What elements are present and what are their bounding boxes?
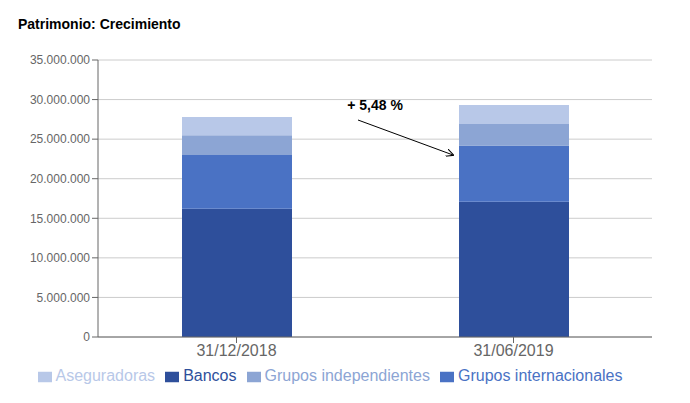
svg-text:31/06/2019: 31/06/2019 [473,342,553,359]
svg-text:5.000.000: 5.000.000 [37,291,91,305]
svg-text:0: 0 [83,330,90,344]
svg-text:+ 5,48 %: + 5,48 % [347,97,403,113]
html-text:Grupos internacionales: Grupos internacionales [458,367,623,384]
svg-text:31/12/2018: 31/12/2018 [196,342,276,359]
html-text:Aseguradoras: Aseguradoras [55,367,156,384]
svg-text:20.000.000: 20.000.000 [30,172,90,186]
svg-text:15.000.000: 15.000.000 [30,212,90,226]
html-text:Bancos: Bancos [183,367,237,384]
html-text:Grupos independientes: Grupos independientes [264,367,430,384]
svg-text:25.000.000: 25.000.000 [30,132,90,146]
html-text:Patrimonio: Crecimiento: Patrimonio: Crecimiento [18,16,181,32]
svg-text:35.000.000: 35.000.000 [30,53,90,67]
svg-text:30.000.000: 30.000.000 [30,93,90,107]
svg-text:10.000.000: 10.000.000 [30,251,90,265]
